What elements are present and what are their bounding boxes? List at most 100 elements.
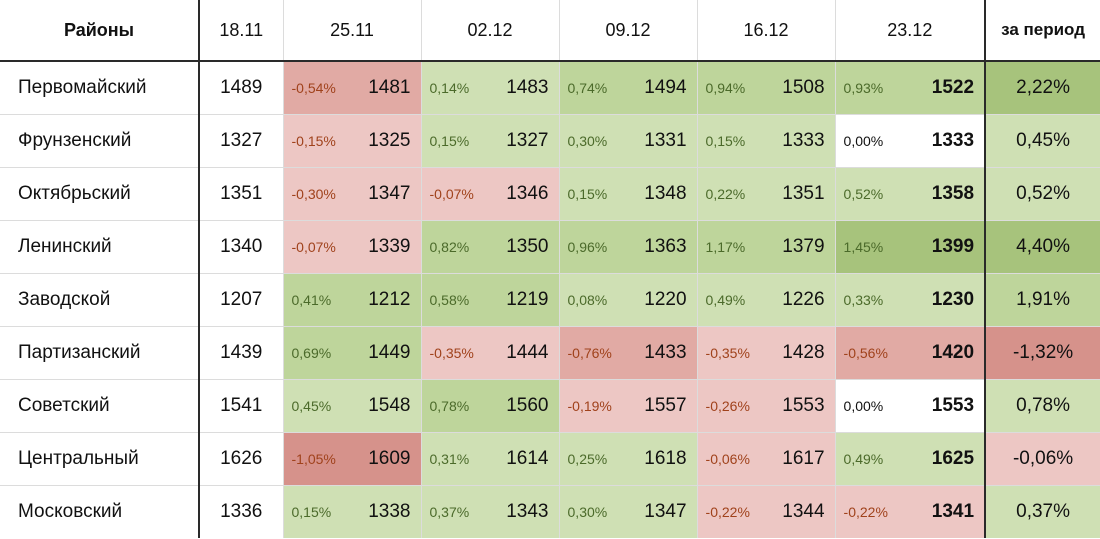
week-change-pct: 0,94% [697, 61, 770, 115]
district-name: Фрунзенский [0, 114, 200, 168]
district-name: Центральный [0, 432, 200, 486]
week-change-pct: -0,07% [283, 220, 355, 274]
week-value: 1339 [355, 220, 422, 274]
week-change-pct: -0,15% [283, 114, 355, 168]
table-row: Советский 1541 0,45% 1548 0,78% 1560 -0,19% 155… [0, 379, 1100, 433]
week-change-pct: 0,14% [421, 61, 493, 115]
week-value: 1212 [355, 273, 422, 327]
week-value: 1220 [631, 273, 698, 327]
base-value: 1207 [199, 273, 284, 327]
week-change-pct: 0,15% [283, 485, 355, 538]
week-value: 1379 [769, 220, 836, 274]
week-change-pct: 0,78% [421, 379, 493, 433]
header-districts: Районы [0, 0, 200, 62]
period-change: -1,32% [984, 326, 1100, 380]
week-value: 1444 [493, 326, 560, 380]
week-change-pct: -0,54% [283, 61, 355, 115]
period-change: 1,91% [984, 273, 1100, 327]
week-change-pct: -0,30% [283, 167, 355, 221]
table-row: Октябрьский 1351 -0,30% 1347 -0,07% 1346 0,15%… [0, 167, 1100, 221]
week-value: 1481 [355, 61, 422, 115]
week-value: 1625 [907, 432, 986, 486]
period-change: 4,40% [984, 220, 1100, 274]
week-value: 1560 [493, 379, 560, 433]
week-change-pct: -0,22% [835, 485, 908, 538]
week-value: 1230 [907, 273, 986, 327]
week-value: 1420 [907, 326, 986, 380]
district-name: Первомайский [0, 61, 200, 115]
period-change: -0,06% [984, 432, 1100, 486]
week-change-pct: 0,37% [421, 485, 493, 538]
table-row: Первомайский 1489 -0,54% 1481 0,14% 1483 0,74%… [0, 61, 1100, 115]
week-value: 1350 [493, 220, 560, 274]
week-value: 1346 [493, 167, 560, 221]
base-value: 1336 [199, 485, 284, 538]
week-value: 1331 [631, 114, 698, 168]
week-value: 1399 [907, 220, 986, 274]
week-value: 1494 [631, 61, 698, 115]
week-change-pct: 0,08% [559, 273, 632, 327]
week-value: 1449 [355, 326, 422, 380]
week-value: 1348 [631, 167, 698, 221]
week-value: 1508 [769, 61, 836, 115]
week-value: 1226 [769, 273, 836, 327]
table-row: Ленинский 1340 -0,07% 1339 0,82% 1350 0,96% 136… [0, 220, 1100, 274]
week-change-pct: 0,25% [559, 432, 632, 486]
week-value: 1219 [493, 273, 560, 327]
period-change: 0,45% [984, 114, 1100, 168]
week-value: 1341 [907, 485, 986, 538]
week-change-pct: 0,69% [283, 326, 355, 380]
period-change: 2,22% [984, 61, 1100, 115]
table-row: Центральный 1626 -1,05% 1609 0,31% 1614 0,25% 1… [0, 432, 1100, 486]
week-value: 1351 [769, 167, 836, 221]
header-row: Районы 18.11 25.11 02.12 09.12 16.12 23.… [0, 0, 1100, 62]
week-value: 1358 [907, 167, 986, 221]
header-date: 23.12 [835, 0, 986, 62]
week-value: 1333 [769, 114, 836, 168]
week-change-pct: 0,93% [835, 61, 908, 115]
week-value: 1343 [493, 485, 560, 538]
week-change-pct: 0,41% [283, 273, 355, 327]
week-change-pct: 0,74% [559, 61, 632, 115]
base-value: 1489 [199, 61, 284, 115]
week-value: 1617 [769, 432, 836, 486]
week-value: 1557 [631, 379, 698, 433]
week-change-pct: -0,35% [697, 326, 770, 380]
week-value: 1327 [493, 114, 560, 168]
week-change-pct: 0,49% [835, 432, 908, 486]
week-change-pct: -0,56% [835, 326, 908, 380]
week-value: 1325 [355, 114, 422, 168]
week-value: 1618 [631, 432, 698, 486]
table-row: Московский 1336 0,15% 1338 0,37% 1343 0,30% 134… [0, 485, 1100, 538]
base-value: 1541 [199, 379, 284, 433]
week-value: 1483 [493, 61, 560, 115]
header-date: 16.12 [697, 0, 836, 62]
district-name: Заводской [0, 273, 200, 327]
week-change-pct: 0,30% [559, 485, 632, 538]
district-name: Ленинский [0, 220, 200, 274]
period-change: 0,37% [984, 485, 1100, 538]
week-value: 1609 [355, 432, 422, 486]
base-value: 1626 [199, 432, 284, 486]
base-value: 1439 [199, 326, 284, 380]
week-value: 1553 [769, 379, 836, 433]
week-change-pct: 0,15% [697, 114, 770, 168]
header-period: за период [984, 0, 1100, 62]
base-value: 1327 [199, 114, 284, 168]
week-change-pct: -0,22% [697, 485, 770, 538]
table-row: Заводской 1207 0,41% 1212 0,58% 1219 0,08% 1220… [0, 273, 1100, 327]
week-value: 1333 [907, 114, 986, 168]
week-value: 1614 [493, 432, 560, 486]
week-change-pct: 0,30% [559, 114, 632, 168]
week-change-pct: 0,45% [283, 379, 355, 433]
district-name: Партизанский [0, 326, 200, 380]
week-change-pct: -1,05% [283, 432, 355, 486]
week-change-pct: 0,31% [421, 432, 493, 486]
week-value: 1428 [769, 326, 836, 380]
week-change-pct: 0,58% [421, 273, 493, 327]
week-change-pct: 0,15% [421, 114, 493, 168]
week-change-pct: 0,96% [559, 220, 632, 274]
week-change-pct: -0,26% [697, 379, 770, 433]
table-row: Фрунзенский 1327 -0,15% 1325 0,15% 1327 0,30% 1… [0, 114, 1100, 168]
